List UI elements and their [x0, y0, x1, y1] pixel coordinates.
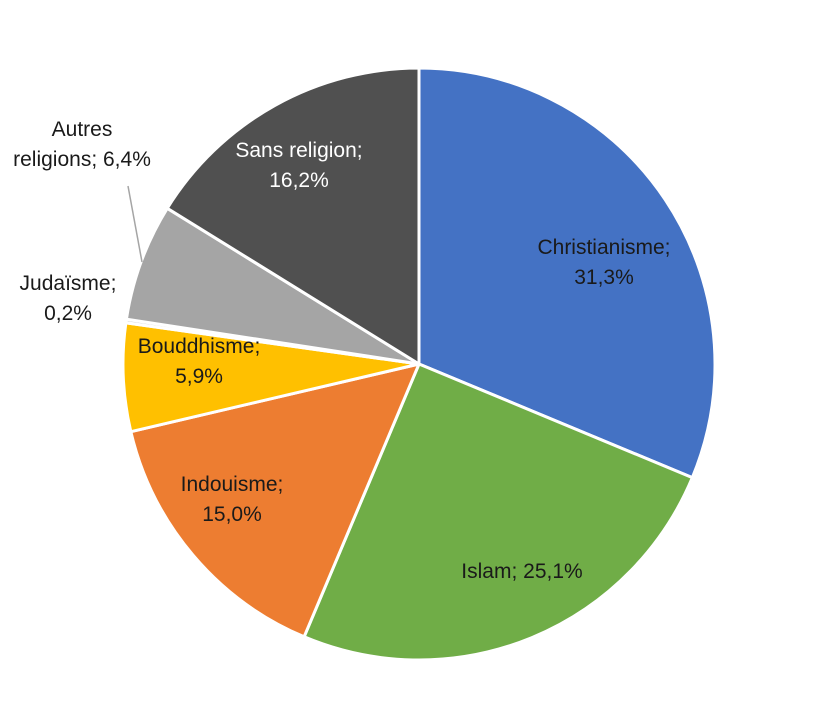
pie-slices — [121, 66, 717, 662]
data-label-bouddhisme: Bouddhisme; 5,9% — [138, 335, 261, 388]
data-label-christianisme: Christianisme; 31,3% — [537, 236, 670, 289]
data-label-indouisme: Indouisme; 15,0% — [181, 473, 284, 526]
leader-line — [127, 185, 143, 263]
pie-slice-christianisme — [417, 66, 717, 480]
data-label-islam: Islam; 25,1% — [461, 560, 582, 583]
leader-lines — [127, 185, 143, 263]
data-label-autres-religions: Autres religions; 6,4% — [13, 118, 151, 171]
pie-slice-sans-religion — [165, 66, 421, 366]
pie-slice-islam — [302, 362, 694, 662]
pie-slice-indouisme — [129, 362, 421, 639]
data-label-juda-sme: Judaïsme; 0,2% — [20, 272, 117, 325]
slice-labels: Christianisme; 31,3% Islam; 25,1% Indouisme… — [13, 118, 670, 583]
data-label-sans-religion: Sans religion; 16,2% — [235, 139, 362, 192]
